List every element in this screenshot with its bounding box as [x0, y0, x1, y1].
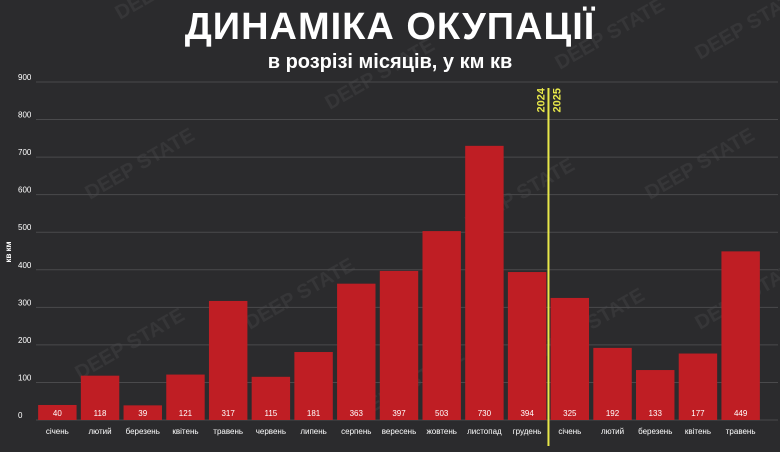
bar-value-label: 177: [691, 409, 705, 418]
bar-value-label: 115: [264, 409, 277, 418]
bar-value-label: 363: [350, 409, 364, 418]
bar: [678, 353, 718, 420]
x-tick-label: січень: [558, 427, 581, 436]
y-tick-label: 500: [18, 223, 32, 232]
bar-value-label: 133: [649, 409, 663, 418]
x-tick-label: квітень: [172, 427, 198, 436]
bar: [593, 347, 632, 420]
chart-title: ДИНАМІКА ОКУПАЦІЇ: [184, 6, 596, 48]
x-tick-label: грудень: [513, 427, 542, 436]
x-tick-label: лютий: [89, 427, 112, 436]
bar: [123, 405, 162, 420]
bar: [251, 376, 291, 420]
bar: [636, 370, 675, 420]
watermark-text: DEEP STATE: [642, 124, 759, 204]
x-tick-label: березень: [126, 427, 160, 436]
x-tick-label: вересень: [382, 427, 417, 436]
y-tick-labels: 0 100 200 300 400 500 600 700 800 900: [18, 73, 32, 420]
bar-value-label: 118: [94, 409, 107, 418]
x-tick-label: листопад: [467, 427, 502, 436]
bar-value-label: 394: [520, 409, 534, 418]
bar-value-label: 192: [606, 409, 620, 418]
x-tick-label: березень: [638, 427, 672, 436]
x-tick-label: січень: [46, 427, 69, 436]
x-tick-label: серпень: [341, 427, 371, 436]
bar: [38, 404, 77, 420]
x-tick-label: червень: [256, 427, 286, 436]
bar-value-label: 121: [179, 409, 193, 418]
bar-value-label: 730: [478, 409, 492, 418]
y-tick-label: 700: [18, 148, 32, 157]
watermark-text: DEEP STATE: [72, 304, 189, 384]
bar: [379, 270, 419, 420]
x-tick-label: квітень: [685, 427, 711, 436]
bars: [38, 145, 760, 420]
bar: [80, 375, 120, 420]
bar: [721, 251, 760, 420]
bar-value-label: 317: [221, 409, 235, 418]
x-tick-labels: січень лютий березень квітень травень червень…: [46, 427, 756, 436]
x-tick-label: липень: [300, 427, 327, 436]
chart-subtitle: в розрізі місяців, у км кв: [267, 51, 513, 73]
year-label-before: 2024: [535, 87, 547, 112]
y-tick-label: 200: [18, 336, 32, 345]
watermark-text: DEEP STATE: [112, 0, 229, 24]
x-tick-label: травень: [213, 427, 243, 436]
bar: [208, 300, 248, 420]
bar-value-label: 449: [734, 409, 748, 418]
watermark-text: DEEP STATE: [322, 34, 439, 114]
year-label-after: 2025: [551, 88, 563, 112]
y-tick-label: 100: [18, 373, 32, 382]
bar: [294, 352, 333, 420]
watermark-text: DEEP STATE: [692, 0, 780, 64]
bar-value-label: 39: [138, 409, 147, 418]
bar: [337, 283, 376, 420]
bar-value-label: 181: [307, 409, 321, 418]
bar: [422, 231, 461, 420]
bar-value-label: 40: [53, 409, 62, 418]
bar-value-label: 325: [563, 409, 577, 418]
y-tick-label: 800: [18, 111, 32, 120]
y-tick-label: 300: [18, 298, 32, 307]
bar-value-label: 397: [392, 409, 406, 418]
bar: [465, 145, 504, 420]
bar: [507, 272, 547, 420]
year-divider: 2024 2025: [535, 87, 563, 446]
bar: [166, 374, 205, 420]
y-axis-label: кв км: [4, 241, 13, 262]
bar-value-label: 503: [435, 409, 449, 418]
watermark-text: DEEP STATE: [552, 0, 669, 74]
bar: [550, 297, 590, 420]
x-tick-label: жовтень: [426, 427, 456, 436]
x-tick-label: лютий: [601, 427, 624, 436]
x-tick-label: травень: [726, 427, 756, 436]
y-tick-label: 900: [18, 73, 32, 82]
watermark-text: DEEP STATE: [82, 124, 199, 204]
y-tick-label: 0: [18, 411, 23, 420]
y-tick-label: 400: [18, 261, 32, 270]
y-tick-label: 600: [18, 186, 32, 195]
value-labels: 40 118 39 121 317 115 181 363 397 503 730 394 325 192…: [53, 409, 748, 418]
